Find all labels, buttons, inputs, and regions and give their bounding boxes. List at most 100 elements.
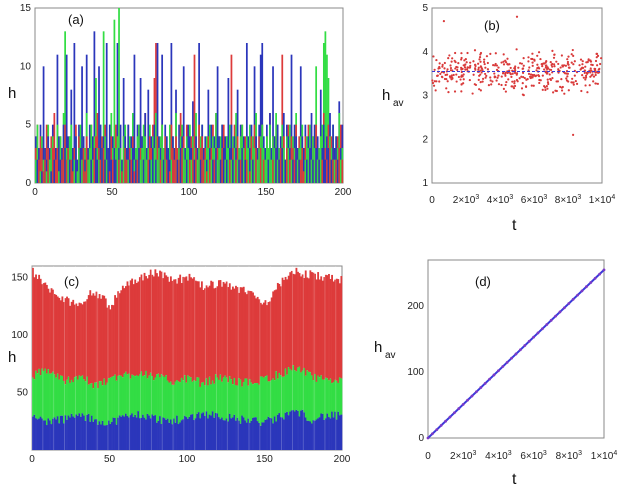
series-point (593, 276, 597, 280)
bar-blue (183, 415, 186, 450)
scatter-point (529, 75, 533, 79)
bar-red (202, 289, 205, 382)
series-point (435, 428, 439, 431)
bar-blue (117, 417, 120, 450)
bar-red (304, 136, 307, 183)
bar-blue (135, 159, 137, 183)
bar-blue (123, 416, 126, 450)
bar-blue (286, 411, 289, 450)
bar-blue (278, 413, 281, 450)
bar-red (147, 159, 150, 183)
bar-green (87, 384, 90, 414)
bar-green (103, 378, 106, 426)
bar-green (239, 379, 242, 424)
bar-red (266, 305, 268, 376)
series-point (497, 369, 500, 373)
bar-blue (176, 159, 179, 183)
scatter-point (584, 76, 588, 79)
bar-red (66, 296, 68, 380)
bar-blue (41, 418, 44, 450)
bar-blue (208, 414, 211, 450)
series-point (505, 360, 509, 364)
bar-blue (204, 415, 206, 450)
scatter-point (545, 84, 548, 88)
bar-green (182, 148, 185, 183)
scatter-point (454, 67, 457, 70)
bar-blue (318, 417, 321, 450)
series-point (453, 411, 456, 415)
bar-green (261, 376, 264, 423)
bar-red (298, 273, 301, 367)
bar-red (51, 148, 54, 183)
bar-red (286, 148, 288, 183)
bar-blue (317, 418, 320, 450)
bar-green (39, 171, 42, 183)
bar-red (114, 295, 116, 375)
panel-d-ylabel-sub: av (385, 350, 396, 361)
bar-green (39, 375, 42, 417)
bar-green (323, 379, 326, 420)
bar-green (213, 383, 216, 418)
bar-blue (332, 124, 334, 183)
bar-blue (50, 171, 53, 183)
scatter-point (459, 78, 462, 81)
bar-green (225, 136, 228, 183)
bar-green (164, 159, 167, 183)
bar-green (53, 374, 56, 418)
bar-blue (292, 410, 295, 450)
bar-blue (196, 413, 199, 450)
scatter-point (538, 78, 541, 82)
bar-red (341, 159, 344, 183)
bar-red (84, 171, 87, 183)
bar-green (91, 159, 94, 183)
bar-red (131, 278, 134, 375)
bar-blue (216, 413, 219, 450)
bar-green (86, 376, 89, 415)
bar-blue (132, 417, 135, 450)
panel-a-ylabel: h (8, 85, 16, 102)
scatter-point (575, 82, 579, 85)
scatter-point (533, 59, 536, 62)
bar-blue (302, 148, 305, 183)
scatter-point (589, 75, 592, 78)
bar-red (157, 276, 160, 374)
bar-red (233, 288, 236, 379)
bar-red (117, 291, 120, 376)
scatter-point (486, 61, 489, 65)
bar-green (169, 381, 172, 420)
scatter-point (484, 66, 487, 69)
panel-c-xtick-label: 200 (334, 454, 351, 465)
bar-red (249, 171, 251, 183)
scatter-point (469, 61, 472, 64)
scatter-point (588, 84, 591, 87)
series-point (580, 289, 584, 293)
scatter-point (590, 69, 593, 72)
panel-c-plot-area (31, 266, 343, 450)
bar-green (139, 159, 142, 183)
scatter-point (522, 94, 525, 97)
scatter-point (571, 48, 574, 52)
bar-blue (284, 159, 287, 183)
bar-red (99, 159, 102, 183)
bar-blue (315, 419, 318, 450)
bar-green (95, 382, 98, 420)
scatter-point (573, 60, 576, 63)
bar-blue (190, 414, 192, 450)
bar-blue (140, 417, 143, 450)
bar-red (128, 285, 130, 374)
bar-blue (156, 422, 158, 450)
bar-red (106, 307, 109, 383)
bar-blue (50, 424, 53, 450)
bar-blue (222, 420, 225, 450)
bar-blue (98, 66, 100, 183)
bar-blue (230, 418, 233, 450)
scatter-point (505, 80, 508, 84)
bar-green (309, 372, 312, 422)
bar-green (41, 368, 44, 419)
bar-red (292, 273, 295, 366)
bar-blue (252, 159, 254, 183)
scatter-point (560, 77, 563, 81)
bar-red (262, 159, 265, 183)
bar-red (140, 274, 143, 372)
bar-green (80, 376, 82, 417)
